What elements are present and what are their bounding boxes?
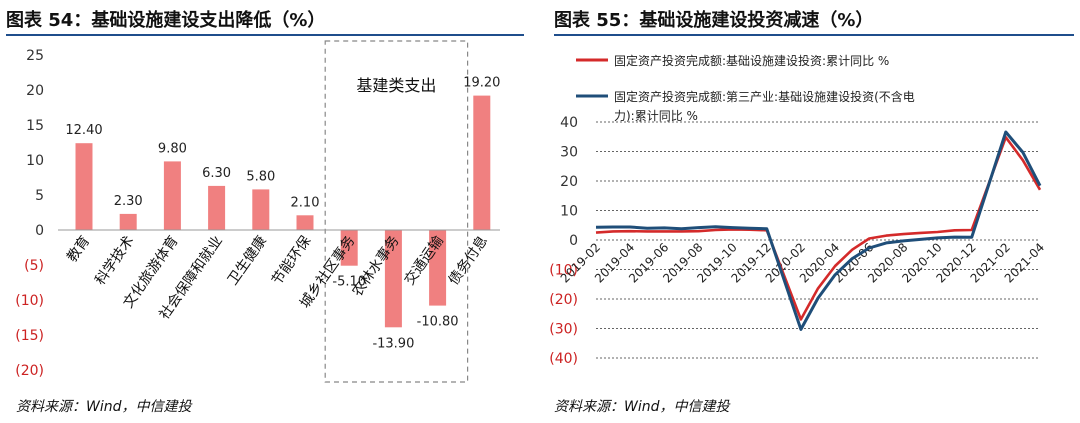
category-label: 节能环保 (269, 233, 314, 288)
y-tick-label: (20) (15, 363, 44, 379)
annotation-box (324, 40, 469, 383)
y-tick-label: (5) (24, 258, 44, 274)
series-line (595, 130, 1042, 331)
bar (296, 215, 314, 230)
bar (340, 230, 358, 266)
annotation-label: 基建类支出 (356, 76, 436, 95)
data-label: 12.40 (65, 123, 102, 138)
category-label: 卫生健康 (224, 233, 270, 289)
data-label: -10.80 (417, 315, 459, 330)
category-label: 教育 (64, 233, 93, 265)
bar (163, 161, 181, 230)
series-line (595, 136, 1042, 321)
data-label: 6.30 (202, 166, 231, 181)
y-tick-label: 20 (26, 83, 44, 99)
y-tick-label: 5 (35, 188, 44, 204)
y-tick-label: 0 (569, 233, 578, 249)
y-tick-label: (10) (15, 293, 44, 309)
left-chart-panel: 图表 54：基础设施建设支出降低（%） 25 20 15 10 5 0 (5) (10) (15… (0, 0, 530, 423)
left-chart-title: 图表 54：基础设施建设支出降低（%） (6, 10, 326, 31)
bar (119, 213, 137, 230)
data-label: 9.80 (158, 141, 187, 156)
y-tick-label: (40) (549, 351, 578, 367)
data-label: -13.90 (372, 336, 414, 351)
data-label: 19.20 (463, 76, 500, 91)
right-title-rule (554, 34, 1074, 36)
y-tick-label: 40 (560, 115, 578, 131)
y-tick-label: (10) (549, 263, 578, 279)
legend-label: 固定资产投资完成额:第三产业:基础设施建设投资(不含电力):累计同比 % (614, 89, 915, 123)
y-tick-label: 10 (560, 204, 578, 220)
data-label: -5.10 (332, 275, 366, 290)
y-tick-label: 0 (35, 223, 44, 239)
right-chart-panel: 图表 55：基础设施建设投资减速（%） 40 30 20 10 0 (10) (20) (30… (548, 0, 1080, 423)
y-tick-label: 25 (26, 48, 44, 64)
data-label: 5.80 (246, 169, 275, 184)
data-label: 2.10 (291, 195, 320, 210)
bar-chart: 25 20 15 10 5 0 (5) (10) (15) (20) 基建类支出 12.40 2.30 9… (15, 40, 500, 383)
data-label: 2.30 (114, 194, 143, 209)
right-chart-title: 图表 55：基础设施建设投资减速（%） (554, 10, 874, 31)
right-source-note: 资料来源：Wind，中信建投 (554, 399, 730, 415)
legend-label: 固定资产投资完成额:基础设施建设投资:累计同比 % (614, 53, 889, 68)
y-tick-label: (30) (549, 322, 578, 338)
y-tick-label: 15 (26, 118, 44, 134)
bar (429, 230, 447, 306)
bar (252, 189, 270, 230)
category-label: 科学技术 (92, 233, 137, 288)
y-tick-label: (20) (549, 292, 578, 308)
left-title-rule (6, 34, 524, 36)
y-tick-label: 30 (560, 145, 578, 161)
bar (473, 95, 491, 230)
y-tick-label: (15) (15, 328, 44, 344)
left-source-note: 资料来源：Wind，中信建投 (16, 399, 192, 415)
bar (208, 185, 226, 230)
line-chart: 403020100(10)(20)(30)(40)2019-022019-042… (549, 53, 1047, 367)
bar (384, 230, 402, 328)
legend-label-line: 力):累计同比 % (614, 109, 698, 123)
y-tick-label: 20 (560, 174, 578, 190)
legend-label-line: 固定资产投资完成额:第三产业:基础设施建设投资(不含电 (614, 89, 915, 104)
y-tick-label: 10 (26, 153, 44, 169)
bar (75, 143, 93, 230)
